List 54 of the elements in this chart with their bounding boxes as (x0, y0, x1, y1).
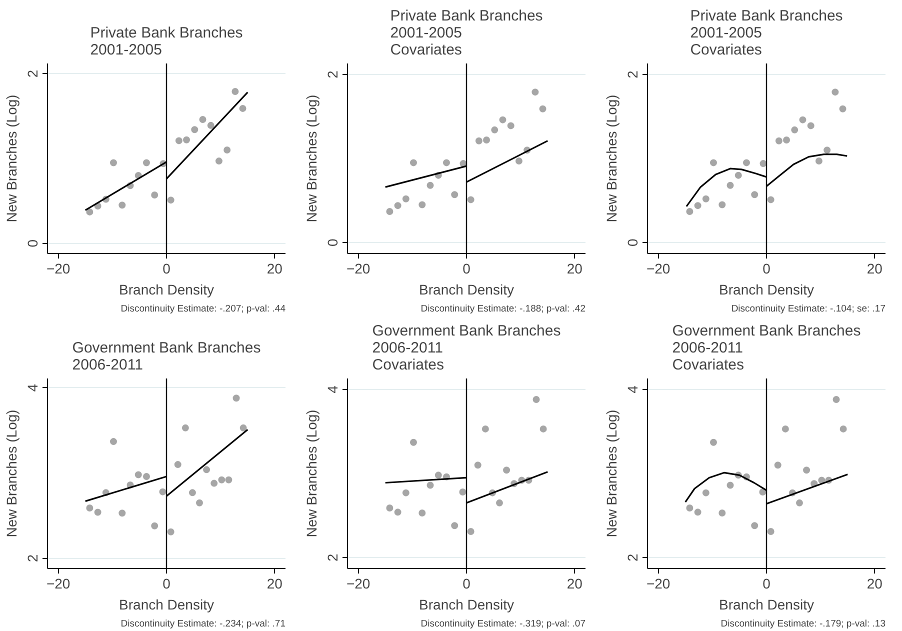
text: Discontinuity Estimate: -.234; p-val: .71 (120, 618, 286, 630)
chart-title: Government Bank Branches 2006-2011 Covariates (672, 322, 861, 374)
x-tick-label: 0 (162, 260, 171, 276)
y-axis-title: New Branches (Log) (604, 410, 620, 538)
text: Discontinuity Estimate: -.188; p-val: .42 (420, 304, 586, 314)
y-axis-title: New Branches (Log) (304, 410, 320, 538)
x-tick-label: 20 (266, 260, 283, 276)
x-tick-label: 20 (566, 576, 583, 592)
y-tick-label: 2 (624, 70, 640, 78)
chart-title: Government Bank Branches 2006-2011 Covariates (372, 322, 561, 374)
chart-title: Private Bank Branches 2001-2005 Covariates (690, 8, 843, 58)
x-tick-label: 0 (162, 576, 171, 592)
x-tick-label: 20 (266, 576, 283, 592)
x-tick-label: 0 (462, 576, 471, 592)
y-tick-label: 4 (324, 385, 340, 394)
x-axis-title: Branch Density (419, 596, 514, 612)
x-tick-label: 20 (566, 260, 583, 276)
x-tick-label: −20 (346, 260, 370, 276)
y-tick-label: 0 (324, 238, 340, 246)
y-tick-label: 4 (24, 384, 40, 392)
y-tick-label: 2 (324, 553, 340, 562)
y-axis-title: New Branches (Log) (4, 410, 20, 538)
chart-title: Private Bank Branches 2001-2005 Covariates (390, 8, 543, 58)
x-tick-label: −20 (46, 260, 70, 276)
x-axis-title: Branch Density (719, 282, 814, 298)
y-axis-title: New Branches (Log) (604, 94, 620, 222)
x-tick-label: −20 (46, 576, 70, 592)
y-tick-label: 2 (324, 70, 340, 78)
x-tick-label: 20 (866, 260, 883, 276)
x-tick-label: 0 (762, 576, 771, 592)
x-axis-title: Branch Density (719, 596, 814, 612)
text: Discontinuity Estimate: -.179; p-val: .13 (720, 618, 886, 630)
x-axis-title: Branch Density (119, 596, 214, 612)
x-axis-title: Branch Density (119, 282, 214, 298)
y-axis-title: New Branches (Log) (304, 94, 320, 222)
x-tick-label: −20 (646, 260, 670, 276)
y-tick-label: 2 (24, 70, 40, 78)
y-axis-title: New Branches (Log) (4, 94, 20, 222)
y-tick-label: 2 (624, 553, 640, 562)
chart-title: Government Bank Branches 2006-2011 (72, 340, 261, 374)
text: Discontinuity Estimate: -.319; p-val: .07 (420, 618, 586, 630)
x-axis-title: Branch Density (419, 282, 514, 298)
y-tick-label: 0 (624, 238, 640, 246)
chart-title: Private Bank Branches 2001-2005 (90, 24, 243, 58)
x-tick-label: −20 (646, 576, 670, 592)
x-tick-label: 0 (762, 260, 771, 276)
y-tick-label: 2 (24, 554, 40, 562)
x-tick-label: 20 (866, 576, 883, 592)
y-tick-label: 4 (624, 385, 640, 394)
x-tick-label: −20 (346, 576, 370, 592)
x-tick-label: 0 (462, 260, 471, 276)
text: Discontinuity Estimate: -.104; se: .17 (731, 304, 886, 314)
text: Discontinuity Estimate: -.207; p-val: .44 (120, 304, 286, 314)
y-tick-label: 0 (24, 239, 40, 248)
